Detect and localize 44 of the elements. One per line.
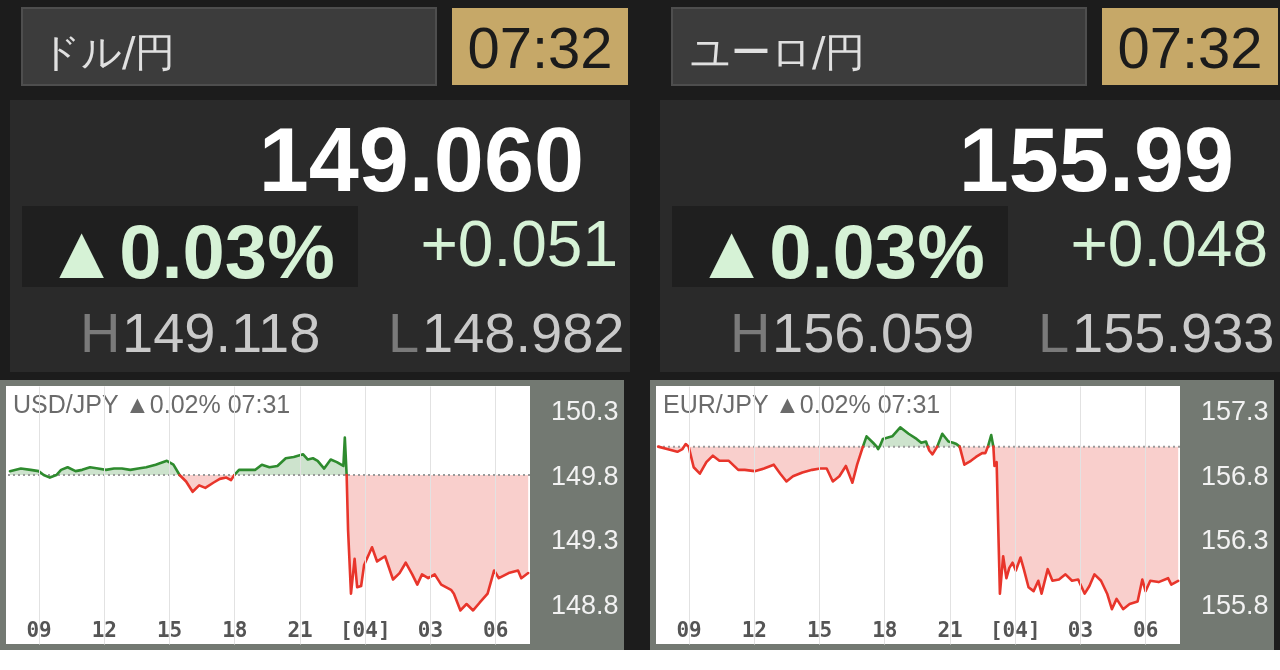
- text: H: [80, 301, 121, 364]
- x-tick-label: 15: [156, 617, 183, 642]
- x-tick-label: [04]: [989, 617, 1041, 642]
- text: H: [730, 301, 771, 364]
- y-tick-label: 150.3: [550, 396, 619, 427]
- chart-title: USD/JPY ▲0.02% 07:31: [13, 390, 291, 418]
- x-tick-label: 12: [91, 617, 117, 642]
- x-tick-label: 03: [1067, 617, 1094, 642]
- x-tick-label: 18: [222, 617, 248, 642]
- text: 156.059: [772, 301, 975, 364]
- y-tick-label: 156.3: [1200, 525, 1269, 556]
- text: 148.982: [422, 301, 625, 364]
- text: +0.048: [1070, 208, 1268, 280]
- x-tick-label: 06: [1133, 617, 1159, 642]
- text: 07:32: [1117, 15, 1263, 80]
- text: ユーロ/円: [690, 29, 866, 75]
- text: +0.051: [420, 208, 618, 280]
- x-tick-label: 21: [937, 617, 963, 642]
- y-tick-label: 148.8: [550, 589, 619, 620]
- x-tick-label: 21: [287, 617, 313, 642]
- x-tick-label: 15: [806, 617, 833, 642]
- text: 155.99: [958, 110, 1234, 210]
- y-tick-label: 156.8: [1200, 460, 1269, 491]
- text: 155.933: [1072, 301, 1275, 364]
- x-tick-label: 09: [676, 617, 702, 642]
- x-tick-label: 18: [872, 617, 898, 642]
- x-tick-label: 09: [26, 617, 52, 642]
- chart-title: EUR/JPY ▲0.02% 07:31: [663, 390, 941, 418]
- text: 07:32: [467, 15, 613, 80]
- text: 149.118: [122, 301, 321, 364]
- y-tick-label: 157.3: [1200, 396, 1269, 427]
- x-tick-label: [04]: [339, 617, 391, 642]
- y-tick-label: 155.8: [1200, 589, 1269, 620]
- text: ▲0.03%: [44, 209, 335, 294]
- x-tick-label: 12: [741, 617, 767, 642]
- text: 149.060: [258, 110, 584, 210]
- y-tick-label: 149.8: [550, 460, 619, 491]
- text: ▲0.03%: [694, 209, 985, 294]
- x-tick-label: 06: [483, 617, 509, 642]
- text: L: [388, 301, 420, 364]
- x-tick-label: 03: [417, 617, 444, 642]
- y-tick-label: 149.3: [550, 525, 619, 556]
- text: ドル/円: [40, 29, 176, 75]
- text: L: [1038, 301, 1070, 364]
